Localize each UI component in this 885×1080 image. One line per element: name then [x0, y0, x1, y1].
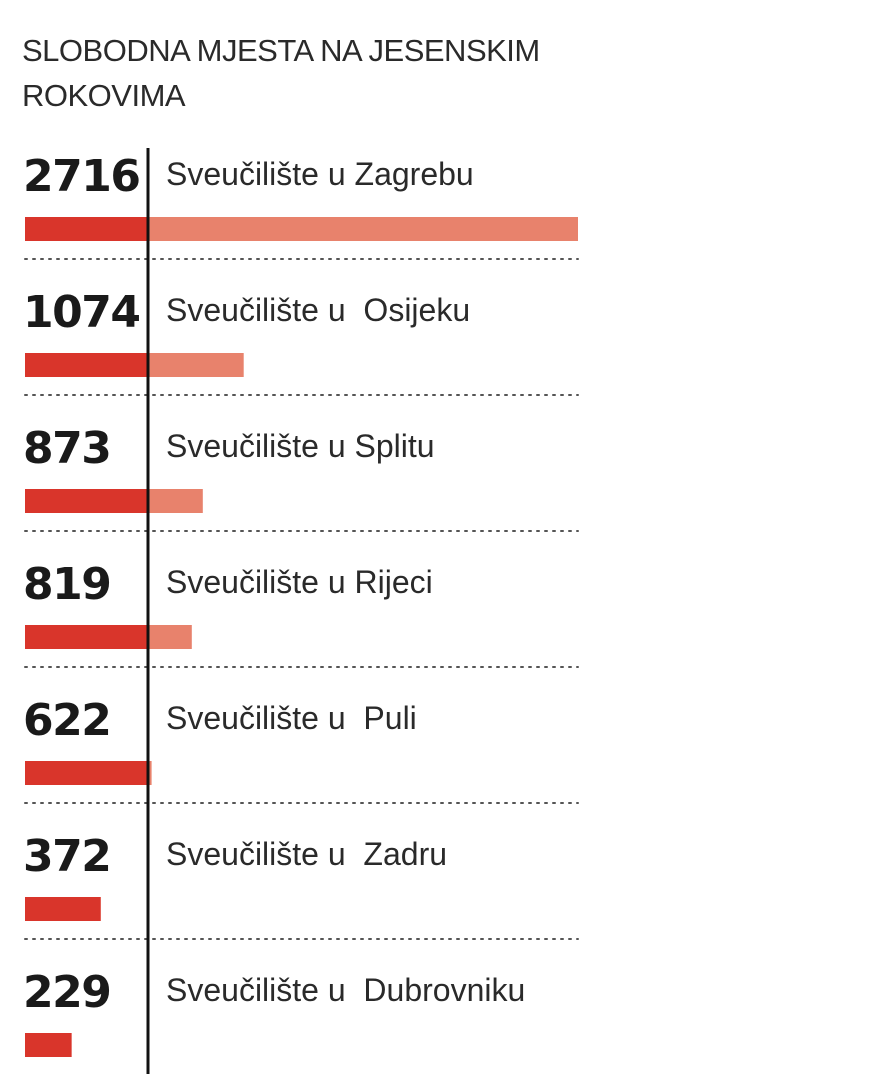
bar-base: [25, 353, 148, 377]
bar-base: [25, 761, 148, 785]
value-label: 372: [23, 831, 110, 882]
bar-base: [25, 1033, 72, 1057]
value-label: 229: [23, 967, 110, 1018]
value-label: 2716: [23, 151, 139, 202]
bar-base: [25, 217, 148, 241]
category-label: Sveučilište u Puli: [166, 700, 417, 736]
bar-base: [25, 625, 148, 649]
chart-title: SLOBODNA MJESTA NA JESENSKIM ROKOVIMA: [22, 33, 540, 113]
category-label: Sveučilište u Dubrovniku: [166, 972, 525, 1008]
category-label: Sveučilište u Rijeci: [166, 564, 433, 600]
bar-base: [25, 489, 148, 513]
value-label: 873: [23, 423, 110, 474]
category-label: Sveučilište u Zagrebu: [166, 156, 474, 192]
value-label: 622: [23, 695, 110, 746]
category-label: Sveučilište u Zadru: [166, 836, 447, 872]
category-label: Sveučilište u Splitu: [166, 428, 435, 464]
category-label: Sveučilište u Osijeku: [166, 292, 470, 328]
value-label: 819: [23, 559, 110, 610]
value-label: 1074: [23, 287, 139, 338]
bar-base: [25, 897, 101, 921]
